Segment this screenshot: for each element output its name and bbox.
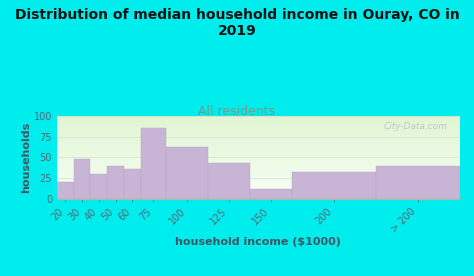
Bar — [208, 163, 250, 199]
Bar — [250, 189, 292, 199]
Bar — [73, 159, 91, 199]
Text: All residents: All residents — [199, 105, 275, 118]
Text: Distribution of median household income in Ouray, CO in
2019: Distribution of median household income … — [15, 8, 459, 38]
Y-axis label: households: households — [21, 122, 31, 193]
X-axis label: household income ($1000): household income ($1000) — [175, 237, 341, 247]
Bar — [124, 169, 141, 199]
Text: City-Data.com: City-Data.com — [383, 122, 447, 131]
Bar — [91, 174, 107, 199]
Bar — [376, 166, 460, 199]
Bar — [166, 147, 208, 199]
Bar — [292, 172, 376, 199]
Bar — [141, 128, 166, 199]
Bar — [107, 166, 124, 199]
Bar — [57, 182, 73, 199]
